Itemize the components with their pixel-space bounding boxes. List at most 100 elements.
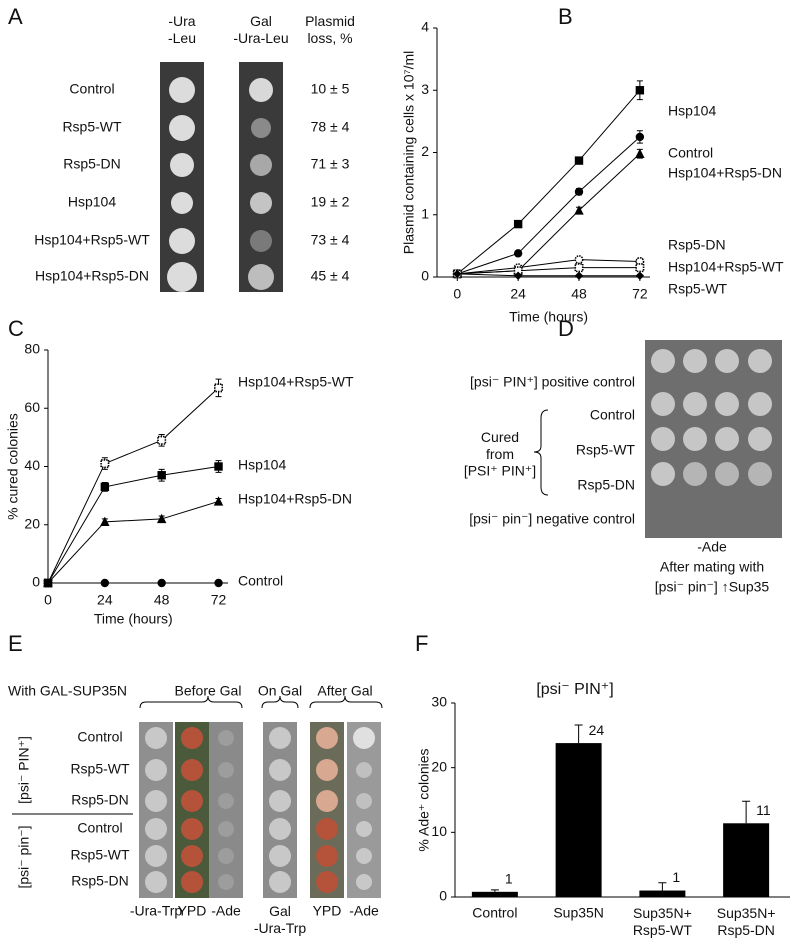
marker xyxy=(574,205,584,215)
y-tick-label: 1 xyxy=(421,205,429,221)
colony-spot xyxy=(269,790,291,812)
brace xyxy=(533,409,549,496)
marker xyxy=(574,156,584,165)
colony-spot xyxy=(218,730,234,746)
group-label: [psi⁻ PIN⁺] xyxy=(16,736,32,804)
colony-spot xyxy=(316,727,338,749)
colony-spot xyxy=(683,462,707,486)
colony-spot xyxy=(218,793,234,809)
marker xyxy=(213,496,224,506)
marker xyxy=(453,269,462,279)
y-axis-label: Plasmid containing cells x 10⁷/ml xyxy=(401,51,417,255)
x-tick-label: Sup35N xyxy=(553,905,604,921)
x-axis-label: Time (hours) xyxy=(509,309,588,325)
series-line xyxy=(457,136,641,275)
colony-spot xyxy=(356,762,372,778)
marker xyxy=(156,513,167,524)
colony-spot xyxy=(251,118,271,138)
medium-label: Gal -Ura-Trp xyxy=(254,903,307,936)
series-line xyxy=(47,466,219,584)
series-line xyxy=(456,89,641,275)
colony-spot xyxy=(356,874,372,890)
colony-spot xyxy=(218,821,234,837)
stage-label: On Gal xyxy=(258,683,302,699)
colony-spot xyxy=(269,759,291,781)
colony-spot xyxy=(169,115,195,141)
caption: -Ade xyxy=(697,539,727,555)
row-label: Control xyxy=(77,820,122,836)
colony-spot xyxy=(145,759,167,781)
text-line: Sup35N+ xyxy=(633,905,692,921)
series-label: Rsp5-DN xyxy=(668,237,726,253)
medium-label: -Ura-Trp xyxy=(130,903,183,919)
text-line: -Ura-Trp xyxy=(254,920,307,936)
text-line: Plasmid xyxy=(305,13,355,29)
colony-spot xyxy=(651,427,675,451)
value-label: 1 xyxy=(505,871,513,887)
text-line: Gal xyxy=(250,13,272,29)
marker xyxy=(635,148,645,158)
colony-spot xyxy=(683,349,707,373)
marker xyxy=(635,271,645,280)
stage-label: After Gal xyxy=(317,683,372,699)
text-line: [PSI⁺ PIN⁺] xyxy=(464,462,536,478)
series-label: Hsp104+Rsp5-DN xyxy=(668,165,782,181)
row-label: Control xyxy=(77,729,122,745)
colony-spot xyxy=(145,818,167,840)
medium-label: -Ade xyxy=(349,903,379,919)
colony-spot xyxy=(651,392,675,416)
colony-spot xyxy=(145,871,167,893)
error-bar xyxy=(658,882,667,891)
row-label: Rsp5-WT xyxy=(70,847,130,863)
error-bar xyxy=(742,800,751,824)
series-label: Hsp104 xyxy=(238,457,286,473)
brace xyxy=(261,695,299,709)
series-line xyxy=(47,387,219,584)
text-line: loss, % xyxy=(307,30,352,46)
series-line xyxy=(457,153,641,275)
colony-spot xyxy=(145,790,167,812)
stage-label: Before Gal xyxy=(175,683,242,699)
chart-title: [psi⁻ PIN⁺] xyxy=(536,681,613,698)
row-label: Rsp5-DN xyxy=(63,156,121,172)
marker xyxy=(574,255,584,265)
colony-spot xyxy=(356,821,372,837)
y-axis-label: % cured colonies xyxy=(5,413,21,520)
colony-spot xyxy=(356,848,372,864)
error-bar xyxy=(574,724,583,744)
x-tick-label: 0 xyxy=(453,286,461,302)
plasmid-loss: 45 ± 4 xyxy=(311,268,350,284)
panel-letter: F xyxy=(415,631,428,656)
colony-spot xyxy=(748,392,772,416)
colony-spot xyxy=(715,462,739,486)
marker xyxy=(214,383,224,393)
row-label: Rsp5-DN xyxy=(577,477,635,493)
y-tick-label: 2 xyxy=(421,143,429,159)
text-line: Sup35N+ xyxy=(717,905,776,921)
plasmid-loss: 73 ± 4 xyxy=(311,232,350,248)
panel-letter: C xyxy=(8,316,24,341)
colony-spot xyxy=(651,462,675,486)
marker xyxy=(574,187,584,196)
series-line xyxy=(457,259,640,275)
colony-spot xyxy=(169,228,195,254)
text-line: Cured xyxy=(481,429,519,445)
series-label: Rsp5-WT xyxy=(668,281,728,297)
x-axis-label: Time (hours) xyxy=(94,611,173,627)
colony-spot xyxy=(316,845,338,867)
column-header: Plasmid loss, % xyxy=(305,13,355,46)
panel-letter: E xyxy=(8,631,23,656)
colony-spot xyxy=(316,871,338,893)
colony-spot xyxy=(316,759,338,781)
colony-spot xyxy=(169,77,195,103)
x-tick-label: 72 xyxy=(211,592,227,608)
colony-spot xyxy=(316,818,338,840)
row-label: Rsp5-WT xyxy=(70,761,130,777)
row-label: Hsp104+Rsp5-DN xyxy=(35,268,149,284)
caption: [psi⁻ pin⁻] ↑Sup35 xyxy=(655,579,770,595)
colony-spot xyxy=(250,230,272,252)
colony-spot xyxy=(316,790,338,812)
colony-spot xyxy=(167,262,197,292)
y-axis-label: % Ade⁺ colonies xyxy=(416,748,432,851)
